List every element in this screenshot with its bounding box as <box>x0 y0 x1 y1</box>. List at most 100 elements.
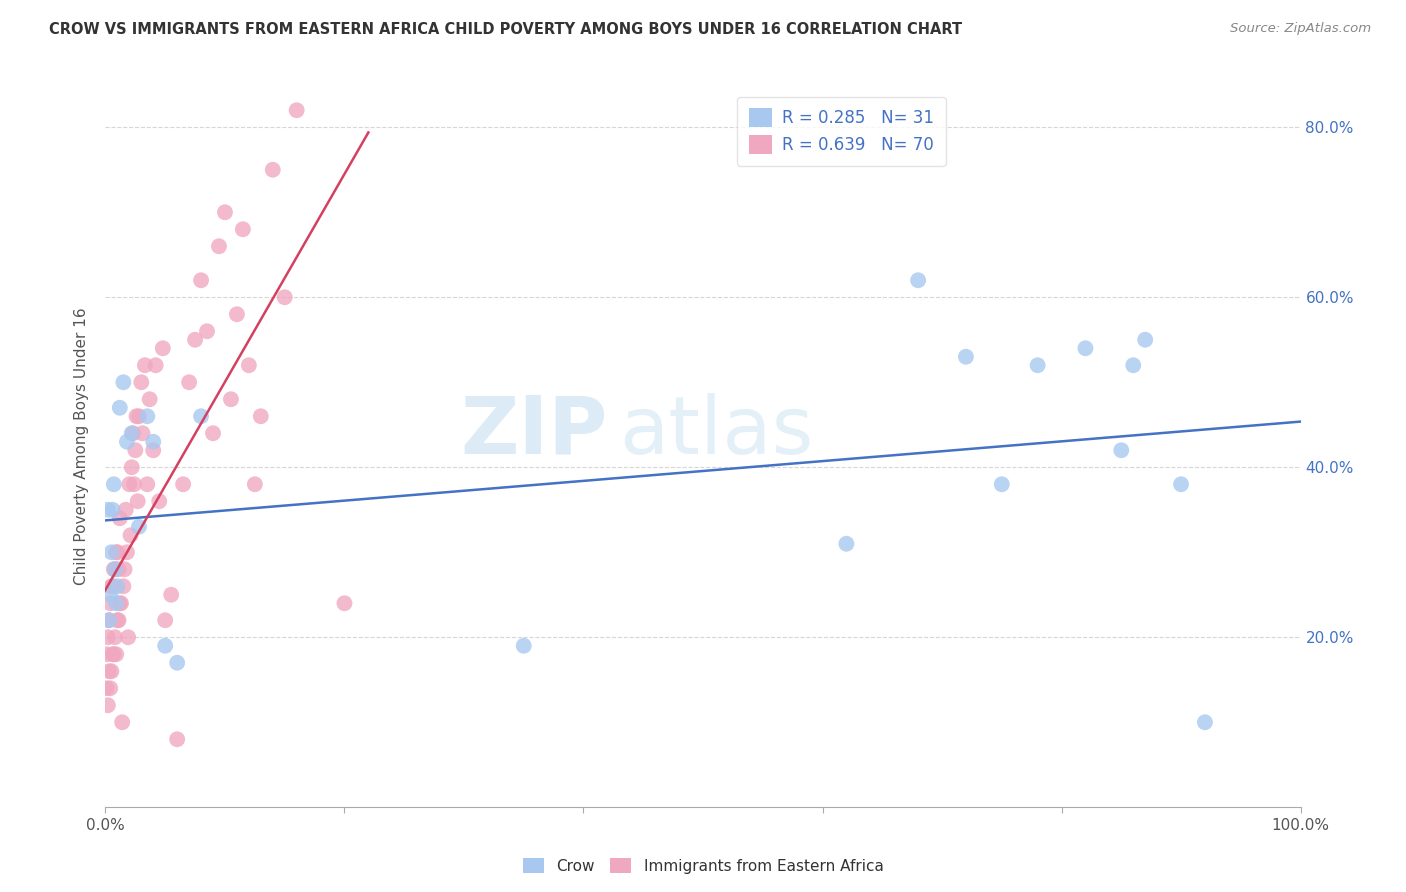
Point <box>136 477 159 491</box>
Point <box>513 639 536 653</box>
Point <box>142 434 165 449</box>
Legend: R = 0.285   N= 31, R = 0.639   N= 70: R = 0.285 N= 31, R = 0.639 N= 70 <box>737 96 946 166</box>
Point <box>101 502 124 516</box>
Point <box>160 588 183 602</box>
Point <box>122 426 145 441</box>
Legend: Crow, Immigrants from Eastern Africa: Crow, Immigrants from Eastern Africa <box>516 852 890 880</box>
Point <box>104 562 127 576</box>
Point <box>114 502 136 516</box>
Point <box>103 477 125 491</box>
Point <box>1133 333 1156 347</box>
Point <box>101 579 124 593</box>
Point <box>105 545 128 559</box>
Point <box>127 494 149 508</box>
Text: atlas: atlas <box>619 392 814 471</box>
Point <box>101 647 124 661</box>
Point <box>114 562 136 576</box>
Point <box>112 376 135 390</box>
Point <box>100 665 122 679</box>
Point <box>177 376 201 390</box>
Point <box>219 392 242 407</box>
Point <box>108 401 131 415</box>
Point <box>152 341 174 355</box>
Point <box>118 477 141 491</box>
Point <box>955 350 977 364</box>
Point <box>153 639 177 653</box>
Point <box>125 409 148 424</box>
Point <box>108 511 131 525</box>
Text: ZIP: ZIP <box>460 392 607 471</box>
Point <box>98 665 121 679</box>
Point <box>145 358 167 372</box>
Point <box>166 732 188 747</box>
Point <box>190 409 212 424</box>
Point <box>111 715 134 730</box>
Point <box>110 596 132 610</box>
Point <box>105 596 128 610</box>
Point <box>1170 477 1192 491</box>
Point <box>98 596 121 610</box>
Point <box>121 426 143 441</box>
Point <box>202 426 225 441</box>
Point <box>136 409 159 424</box>
Point <box>117 630 139 644</box>
Point <box>1111 443 1133 458</box>
Point <box>131 426 153 441</box>
Point <box>96 681 118 696</box>
Point <box>107 613 129 627</box>
Point <box>107 562 129 576</box>
Point <box>103 647 125 661</box>
Point <box>907 273 929 287</box>
Text: Source: ZipAtlas.com: Source: ZipAtlas.com <box>1230 22 1371 36</box>
Y-axis label: Child Poverty Among Boys Under 16: Child Poverty Among Boys Under 16 <box>75 307 90 585</box>
Point <box>107 545 129 559</box>
Point <box>225 307 249 321</box>
Point <box>97 698 120 713</box>
Point <box>97 630 120 644</box>
Text: CROW VS IMMIGRANTS FROM EASTERN AFRICA CHILD POVERTY AMONG BOYS UNDER 16 CORRELA: CROW VS IMMIGRANTS FROM EASTERN AFRICA C… <box>49 22 962 37</box>
Point <box>166 656 188 670</box>
Point <box>104 630 127 644</box>
Point <box>262 162 284 177</box>
Point <box>100 545 122 559</box>
Point <box>122 477 145 491</box>
Point <box>273 290 295 304</box>
Point <box>100 579 122 593</box>
Point <box>107 613 129 627</box>
Point <box>138 392 160 407</box>
Point <box>128 409 150 424</box>
Point <box>124 443 146 458</box>
Point <box>121 460 143 475</box>
Point <box>105 647 128 661</box>
Point <box>172 477 194 491</box>
Point <box>104 562 127 576</box>
Point <box>214 205 236 219</box>
Point <box>142 443 165 458</box>
Point <box>990 477 1012 491</box>
Point <box>148 494 170 508</box>
Point <box>1026 358 1049 372</box>
Point <box>129 376 153 390</box>
Point <box>115 545 138 559</box>
Point <box>333 596 356 610</box>
Point <box>128 520 150 534</box>
Point <box>107 579 129 593</box>
Point <box>98 613 121 627</box>
Point <box>98 613 121 627</box>
Point <box>120 528 142 542</box>
Point <box>153 613 177 627</box>
Point <box>250 409 273 424</box>
Point <box>1122 358 1144 372</box>
Point <box>108 596 131 610</box>
Point <box>243 477 266 491</box>
Point <box>103 562 125 576</box>
Point <box>96 647 118 661</box>
Point <box>134 358 156 372</box>
Point <box>208 239 231 253</box>
Point <box>98 681 121 696</box>
Point <box>190 273 212 287</box>
Point <box>98 588 121 602</box>
Point <box>97 502 120 516</box>
Point <box>115 434 138 449</box>
Point <box>232 222 254 236</box>
